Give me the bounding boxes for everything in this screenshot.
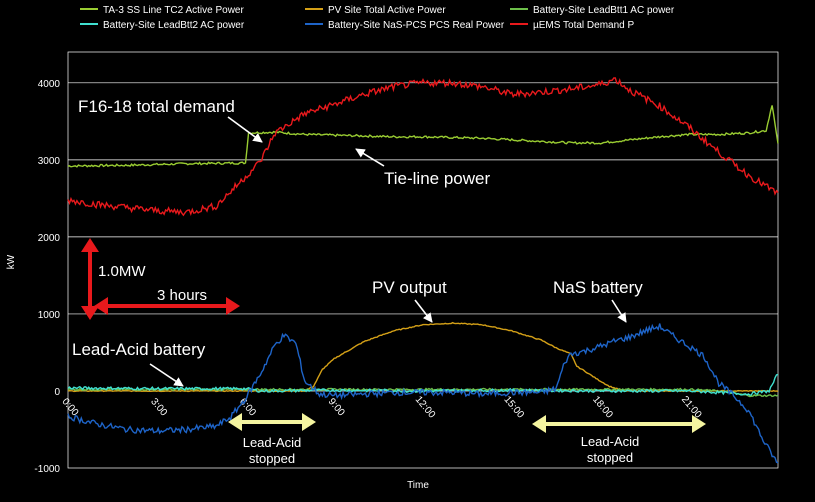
legend-label: Battery-Site LeadBtt2 AC power [103,20,245,31]
annotation-total-demand-arrow [227,116,263,143]
one-mw-arrow [81,238,99,320]
annotation-lead-acid-stopped-1: Lead-Acid stopped [243,435,302,466]
annotation-three-hours: 3 hours [157,287,207,304]
y-tick-label: 1000 [38,310,61,321]
legend-label: TA-3 SS Line TC2 Active Power [103,5,244,16]
y-tick-label: -1000 [34,464,60,475]
annotation-nas-battery: NaS battery [553,278,643,297]
legend: TA-3 SS Line TC2 Active Power PV Site Tot… [80,5,675,31]
annotation-pv-output-arrow [414,299,433,323]
y-axis-ticks: -1000 0 1000 2000 3000 4000 [34,79,60,475]
annotation-total-demand: F16-18 total demand [78,97,235,116]
annotation-lead-acid-stopped-2: Lead-Acid stopped [581,434,640,465]
y-tick-label: 2000 [38,233,61,244]
annotation-nas-battery-arrow [611,299,627,323]
series-line-5 [67,77,779,217]
lead-acid-stopped-arrow-2 [532,415,706,433]
series-line-4 [67,323,779,464]
plot-frame [67,51,779,469]
annotation-pv-output: PV output [372,278,447,297]
three-hours-arrow [94,297,240,315]
y-axis-label: kW [6,254,17,269]
legend-label: PV Site Total Active Power [328,5,446,16]
annotation-one-mw: 1.0MW [98,263,146,280]
annotation-tie-line: Tie-line power [384,169,490,188]
legend-label: Battery-Site LeadBtt1 AC power [533,5,675,16]
legend-label: µEMS Total Demand P [533,20,635,31]
y-tick-label: 0 [54,387,60,398]
series-lines [67,77,779,464]
annotation-lead-acid-arrow [149,363,184,387]
annotation-tie-line-arrow [355,148,385,167]
legend-label: Battery-Site NaS-PCS PCS Real Power [328,20,505,31]
series-line-0 [67,105,779,168]
lead-acid-stopped-arrow-1 [228,413,316,431]
annotation-lead-acid-battery: Lead-Acid battery [72,340,206,359]
y-tick-label: 3000 [38,156,61,167]
y-tick-label: 4000 [38,79,61,90]
x-axis-label: Time [407,480,429,491]
